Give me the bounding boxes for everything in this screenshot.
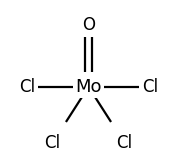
Text: Cl: Cl [116,134,132,152]
Text: Cl: Cl [142,78,158,96]
Text: Cl: Cl [19,78,35,96]
Text: Mo: Mo [75,78,102,96]
Text: Cl: Cl [45,134,61,152]
Text: O: O [82,16,95,34]
